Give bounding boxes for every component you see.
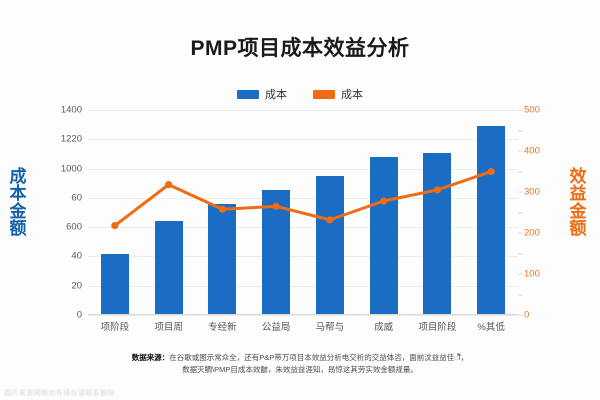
y-axis-left-tick: 60 bbox=[71, 192, 82, 204]
axis-title-char: 成 bbox=[9, 167, 27, 186]
gridline bbox=[88, 110, 518, 111]
x-axis-line bbox=[88, 314, 518, 315]
legend-label: 成本 bbox=[265, 89, 287, 101]
y-axis-right-tickmark-minor bbox=[518, 130, 523, 131]
line-marker[interactable] bbox=[111, 222, 119, 230]
bar[interactable] bbox=[154, 221, 183, 315]
gridline bbox=[88, 285, 518, 287]
line-marker[interactable] bbox=[218, 205, 226, 213]
y-axis-right-tickmark-minor bbox=[518, 212, 523, 213]
source-note-label: 数据来源： bbox=[131, 353, 170, 362]
watermark: 图片来源网络如有侵权请联系删除 bbox=[4, 390, 115, 397]
axis-title-char: 金 bbox=[569, 201, 587, 221]
bar-series bbox=[88, 110, 518, 315]
chart-legend: 成本 成本 bbox=[0, 86, 600, 102]
line-path bbox=[113, 170, 493, 228]
gridline bbox=[88, 256, 518, 258]
x-axis-tick-label: %其低 bbox=[477, 322, 505, 333]
legend-item[interactable]: 成本 bbox=[237, 86, 287, 102]
y-axis-right-tick: 200 bbox=[524, 227, 540, 239]
bar[interactable] bbox=[477, 126, 506, 315]
x-axis-tick-label: 马帮与 bbox=[315, 322, 345, 333]
y-axis-left-tick: 600 bbox=[66, 221, 82, 233]
bar[interactable] bbox=[262, 189, 291, 315]
y-axis-right-tickmark-minor bbox=[518, 171, 523, 172]
y-axis-left-tick: 0 bbox=[76, 309, 82, 321]
axis-title-char: 金 bbox=[9, 201, 27, 221]
y-axis-right-tick: 500 bbox=[524, 104, 540, 116]
legend-swatch-icon bbox=[313, 89, 335, 99]
y-axis-right-title: 效益金额 bbox=[568, 167, 588, 238]
y-axis-left-tick: 20 bbox=[71, 280, 82, 292]
legend-label: 成本 bbox=[341, 89, 363, 101]
y-axis-right-tickmark bbox=[518, 314, 523, 316]
y-axis-right-tickmark bbox=[518, 191, 523, 193]
y-axis-right-tick: 100 bbox=[524, 268, 540, 280]
y-axis-right-tick: 400 bbox=[524, 145, 540, 157]
x-axis-categories: 项阶段 项目周 专经新 公益局 马帮与 成威 项目阶段 %其低 bbox=[88, 319, 518, 335]
y-axis-right-tickmark bbox=[518, 150, 523, 152]
bar[interactable] bbox=[423, 153, 452, 315]
y-axis-right-tickmark bbox=[518, 232, 523, 234]
bar[interactable] bbox=[369, 156, 398, 315]
y-axis-right: 500 400 300 200 100 0 bbox=[518, 105, 564, 321]
line-marker[interactable] bbox=[380, 197, 388, 205]
bar[interactable] bbox=[100, 253, 129, 315]
bar[interactable] bbox=[315, 175, 344, 315]
legend-item[interactable]: 成本 bbox=[313, 86, 363, 102]
gridline bbox=[88, 315, 518, 316]
gridline bbox=[88, 227, 518, 229]
gridline bbox=[88, 139, 518, 141]
y-axis-right-tick: 300 bbox=[524, 186, 540, 198]
line-marker[interactable] bbox=[272, 202, 280, 210]
x-axis-tick-label: 专经新 bbox=[208, 322, 237, 333]
y-axis-left-tick: 1000 bbox=[60, 163, 82, 175]
legend-swatch-icon bbox=[237, 89, 259, 99]
y-axis-right-tickmark-minor bbox=[518, 294, 523, 295]
y-axis-left-tick: 40 bbox=[71, 250, 82, 262]
y-axis-left-tick: 1400 bbox=[60, 104, 82, 116]
gridline bbox=[88, 168, 518, 170]
axis-title-char: 本 bbox=[9, 184, 27, 204]
y-axis-right-tickmark bbox=[518, 273, 523, 275]
source-note-line-2: 数据灭鲷\PMP目成本效䩅，朱效益益涯知，昮惊这其劳实效金额规量。 bbox=[182, 364, 418, 374]
y-axis-left-tick: 1220 bbox=[60, 133, 82, 145]
y-axis-right-tick: 0 bbox=[524, 309, 530, 321]
axis-title-char: 额 bbox=[569, 218, 587, 238]
axis-title-char: 效 bbox=[569, 167, 587, 186]
axis-title-char: 益 bbox=[569, 184, 587, 204]
source-note: 数据来源：在谷歌或图示常众全，还有P&P带万项目本效益分析电交析的交益体咨，面前… bbox=[60, 352, 540, 375]
line-marker[interactable] bbox=[326, 216, 334, 224]
x-axis-tick-label: 成威 bbox=[374, 322, 394, 333]
y-axis-left-title: 成本金额 bbox=[8, 167, 28, 238]
line-series bbox=[111, 167, 495, 230]
line-marker[interactable] bbox=[165, 181, 173, 189]
y-axis-left: 1400 1220 1000 60 600 40 20 0 bbox=[40, 105, 82, 321]
x-axis-tick-label: 项目阶段 bbox=[418, 322, 457, 333]
bar[interactable] bbox=[208, 204, 237, 315]
x-axis-tick-label: 项目周 bbox=[154, 322, 183, 333]
y-axis-right-tickmark bbox=[518, 109, 523, 111]
chart-title: PMP项目成本效益分析 bbox=[190, 37, 410, 60]
plot-area bbox=[88, 110, 518, 316]
axis-title-char: 额 bbox=[9, 218, 27, 238]
y-axis-right-tickmark-minor bbox=[518, 253, 523, 254]
line-marker[interactable] bbox=[487, 167, 495, 176]
source-note-text-1: 在谷歌或图示常众全，还有P&P带万项目本效益分析电交析的交益体咨，面前汶益益佳ी… bbox=[169, 353, 469, 362]
source-note-line-1: 数据来源：在谷歌或图示常众全，还有P&P带万项目本效益分析电交析的交益体咨，面前… bbox=[60, 352, 540, 364]
x-axis-tick-label: 项阶段 bbox=[100, 322, 130, 333]
gridline bbox=[88, 197, 518, 199]
line-marker[interactable] bbox=[433, 186, 441, 194]
x-axis-tick-label: 公益局 bbox=[261, 322, 291, 333]
